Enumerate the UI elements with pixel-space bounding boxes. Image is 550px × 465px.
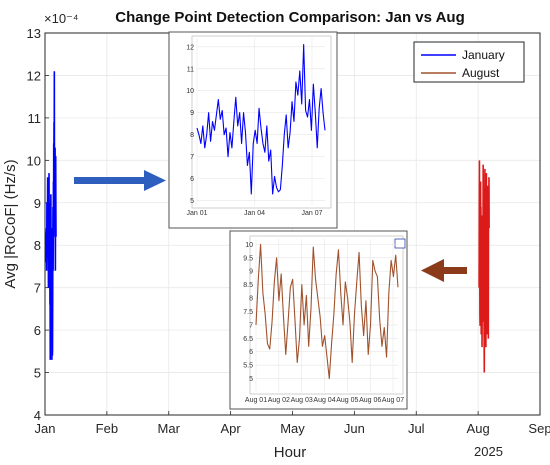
inset-y-tick-label: 11 [187,66,194,73]
y-tick-label: 11 [28,111,42,126]
inset-y-tick-label: 9 [249,269,253,276]
chart-title: Change Point Detection Comparison: Jan v… [115,9,464,26]
y-tick-label: 4 [34,408,41,423]
inset-x-tick-label: Jan 07 [301,210,322,217]
january-series-line [45,71,57,360]
main-ticks: 4 5 6 7 8 9 10 11 12 13 Jan Feb Mar Apr May Jun Jul Aug Se… [27,26,550,436]
y-tick-label: 6 [34,323,41,338]
legend: January August [413,41,525,83]
inset-y-tick-label: 9 [190,110,194,117]
y-tick-label: 10 [27,153,41,168]
y-axis-label: Avg |RoCoF| (Hz/s) [2,159,19,288]
inset-y-tick-label: 8 [249,296,253,303]
august-inset-legend-stub [394,238,406,249]
arrow-to-january-inset [74,170,166,191]
y-tick-label: 12 [27,68,41,83]
x-tick-label: Feb [96,421,118,436]
y-tick-label: 13 [27,26,41,41]
inset-x-tick-label: Aug 02 [268,397,290,404]
x-tick-label: May [280,421,305,436]
x-tick-label: Aug [467,421,490,436]
inset-x-tick-label: Aug 03 [291,397,313,404]
inset-x-tick-label: Jan 04 [244,210,265,217]
inset-x-tick-label: Aug 07 [382,397,404,404]
x-tick-label: Jun [344,421,365,436]
y-tick-label: 8 [34,238,41,253]
inset-x-tick-label: Jan 01 [186,210,207,217]
august-series-line [478,160,490,373]
y-tick-label: 7 [34,281,41,296]
august-inset: 5 5.5 6 6.5 7 7.5 8 8.5 9 9.5 10 Aug 01 Aug 02 Aug 03… [229,230,408,410]
legend-august: August [462,66,500,80]
inset-y-tick-label: 10 [186,88,194,95]
inset-y-tick-label: 5.5 [243,363,253,370]
inset-y-tick-label: 8 [190,132,194,139]
x-tick-label: Mar [158,421,181,436]
inset-y-tick-label: 9.5 [243,255,253,262]
inset-y-tick-label: 6 [249,349,253,356]
inset-y-tick-label: 12 [186,44,194,51]
main-data [45,71,490,373]
january-inset-grid [196,38,325,205]
x-tick-label: Jul [408,421,425,436]
y-tick-label: 5 [34,366,41,381]
x-tick-label: Apr [221,421,242,436]
inset-y-tick-label: 7 [190,154,194,161]
arrow-to-august-inset [421,259,467,282]
inset-y-tick-label: 6 [190,176,194,183]
january-inset-data [196,44,326,195]
inset-y-tick-label: 6.5 [243,336,253,343]
x-tick-label: Sep [528,421,550,436]
inset-y-tick-label: 5 [249,376,253,383]
x-year-label: 2025 [474,444,503,459]
january-inset-ticks: 5 6 7 8 9 10 11 12 Jan 01 Jan 04 Jan 07 [186,44,322,217]
inset-series-line [255,243,399,380]
inset-x-tick-label: Aug 05 [336,397,358,404]
august-inset-grid [255,239,398,392]
inset-x-tick-label: Aug 06 [359,397,381,404]
inset-x-tick-label: Aug 04 [313,397,335,404]
inset-y-tick-label: 10 [245,242,253,249]
y-exponent-label: ×10⁻⁴ [44,11,79,26]
january-inset: 5 6 7 8 9 10 11 12 Jan 01 Jan 04 Jan 07 [168,31,338,229]
inset-y-tick-label: 7 [249,322,253,329]
inset-y-tick-label: 8.5 [243,282,253,289]
august-inset-ticks: 5 5.5 6 6.5 7 7.5 8 8.5 9 9.5 10 Aug 01 Aug 02 Aug 03… [243,242,404,404]
inset-x-tick-label: Aug 01 [245,397,267,404]
y-tick-label: 9 [34,196,41,211]
inset-series-line [196,44,326,195]
inset-y-tick-label: 5 [190,198,194,205]
legend-january: January [462,48,505,62]
august-inset-data [255,243,399,380]
x-tick-label: Jan [35,421,56,436]
inset-y-tick-label: 7.5 [243,309,253,316]
x-axis-label: Hour [274,444,307,461]
